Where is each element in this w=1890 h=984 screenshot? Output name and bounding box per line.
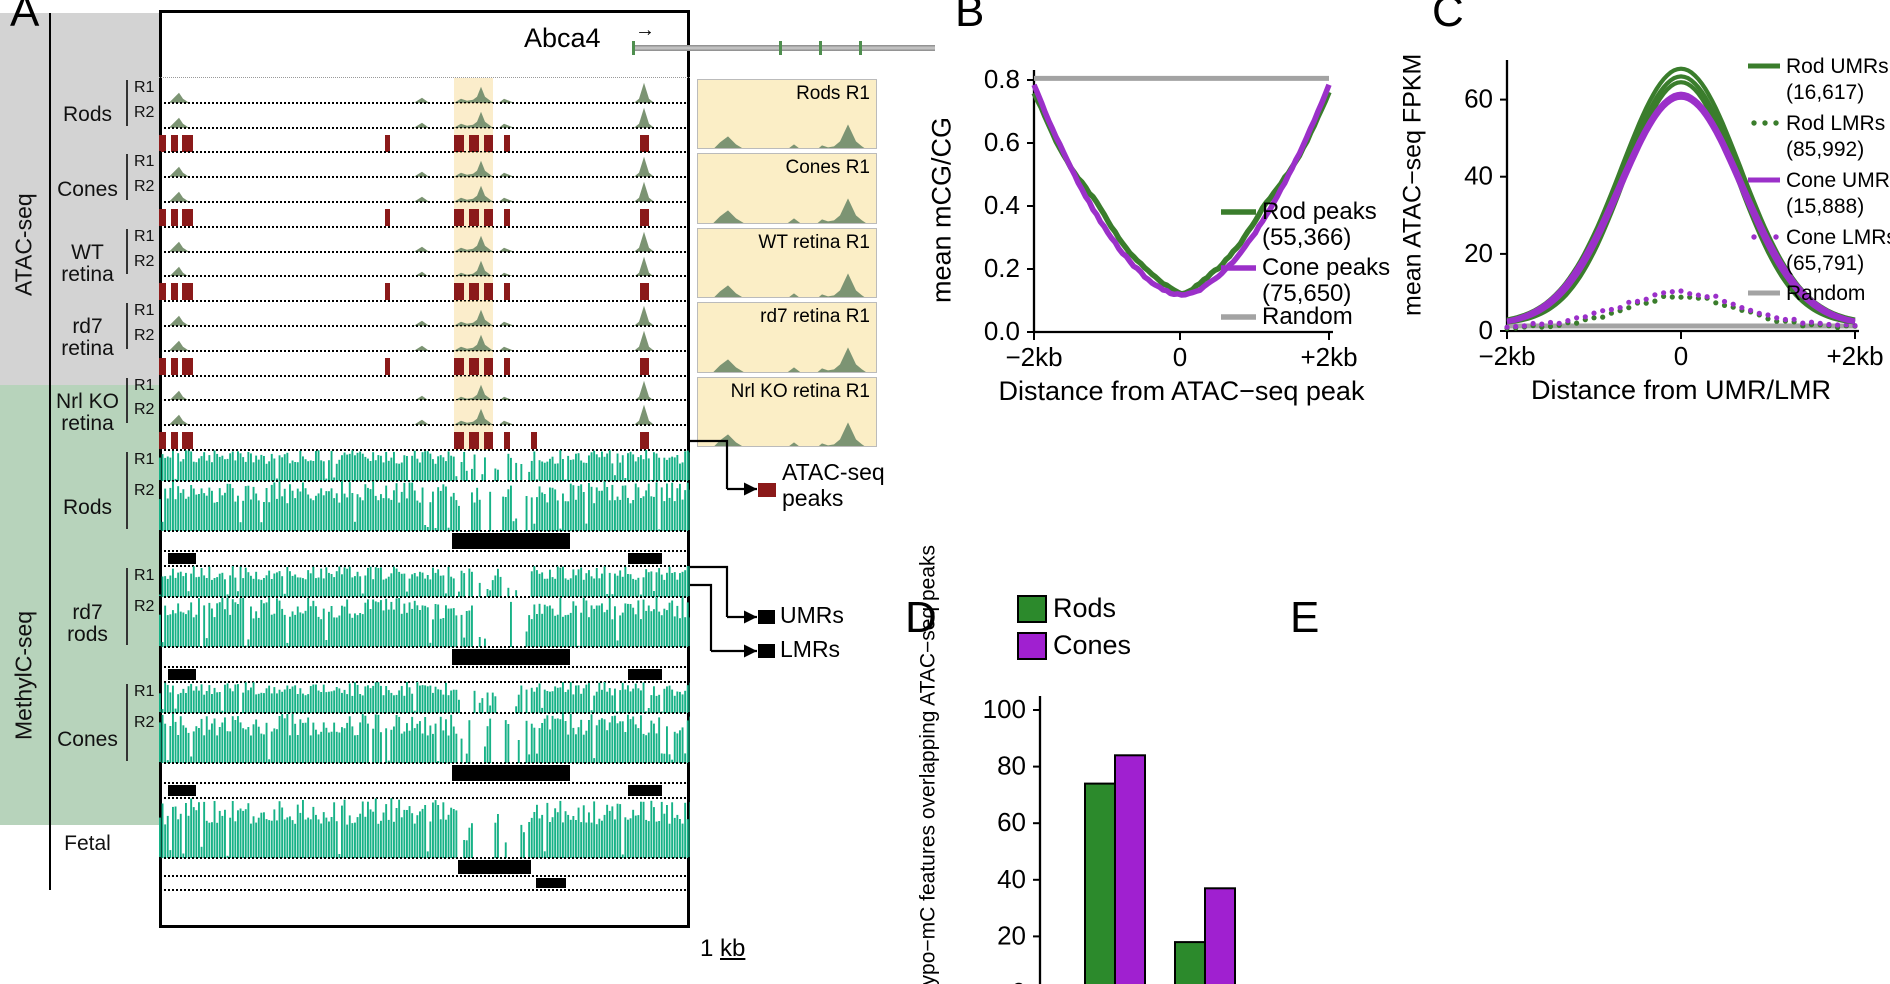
svg-text:LMRs: LMRs: [780, 636, 840, 662]
svg-text:20: 20: [997, 920, 1026, 950]
svg-text:peaks: peaks: [782, 485, 843, 511]
svg-text:Cone UMRs: Cone UMRs: [1786, 169, 1890, 192]
svg-text:100: 100: [983, 694, 1026, 724]
svg-text:(55,366): (55,366): [1262, 224, 1351, 251]
svg-text:0.2: 0.2: [984, 253, 1020, 283]
svg-text:(65,791): (65,791): [1786, 252, 1864, 275]
svg-text:+2kb: +2kb: [1826, 341, 1883, 371]
svg-text:Rods: Rods: [1053, 593, 1116, 623]
svg-text:0: 0: [1173, 342, 1187, 372]
svg-text:Cone peaks: Cone peaks: [1262, 254, 1390, 281]
svg-text:Random: Random: [1262, 303, 1353, 330]
svg-text:(15,888): (15,888): [1786, 195, 1864, 218]
svg-text:Rod LMRs: Rod LMRs: [1786, 112, 1885, 135]
svg-text:80: 80: [997, 751, 1026, 781]
svg-text:40: 40: [997, 864, 1026, 894]
svg-text:(16,617): (16,617): [1786, 81, 1864, 104]
svg-text:60: 60: [1464, 84, 1493, 114]
svg-text:40: 40: [1464, 161, 1493, 191]
svg-text:Rod peaks: Rod peaks: [1262, 198, 1377, 225]
svg-text:(85,992): (85,992): [1786, 138, 1864, 161]
svg-text:−2kb: −2kb: [1005, 342, 1062, 372]
svg-text:0.8: 0.8: [984, 64, 1020, 94]
svg-text:Cones: Cones: [1053, 630, 1131, 660]
svg-text:0: 0: [1674, 341, 1688, 371]
svg-text:Cone LMRs: Cone LMRs: [1786, 226, 1890, 249]
svg-text:Distance from UMR/LMR: Distance from UMR/LMR: [1531, 375, 1831, 405]
svg-text:0: 0: [1012, 977, 1026, 984]
svg-text:Rod UMRs: Rod UMRs: [1786, 55, 1889, 78]
svg-text:0.6: 0.6: [984, 127, 1020, 157]
svg-text:20: 20: [1464, 238, 1493, 268]
svg-text:UMRs: UMRs: [780, 602, 844, 628]
svg-text:+2kb: +2kb: [1300, 342, 1357, 372]
svg-text:Random: Random: [1786, 282, 1865, 305]
svg-text:ATAC-seq: ATAC-seq: [782, 459, 885, 485]
svg-text:Distance from ATAC−seq peak: Distance from ATAC−seq peak: [999, 376, 1365, 406]
svg-text:0.4: 0.4: [984, 190, 1020, 220]
svg-text:−2kb: −2kb: [1478, 341, 1535, 371]
svg-text:60: 60: [997, 807, 1026, 837]
